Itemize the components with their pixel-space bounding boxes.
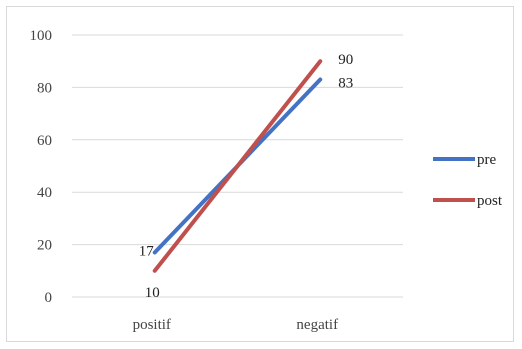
data-label-pre: 83 bbox=[338, 76, 353, 92]
y-tick-label: 0 bbox=[45, 290, 53, 306]
legend-label-post: post bbox=[477, 193, 503, 209]
data-label-post: 10 bbox=[145, 285, 160, 301]
series-lines bbox=[152, 59, 323, 273]
chart-frame bbox=[6, 6, 514, 342]
x-tick-label: positif bbox=[133, 317, 171, 333]
legend: pre post bbox=[433, 152, 503, 209]
y-axis-ticks: 0 20 40 60 80 100 bbox=[30, 28, 53, 306]
series-line-post bbox=[152, 59, 323, 273]
x-axis-ticks: positif negatif bbox=[133, 317, 339, 333]
data-label-pre: 17 bbox=[139, 243, 155, 259]
y-tick-label: 60 bbox=[37, 133, 52, 149]
y-tick-label: 20 bbox=[37, 238, 52, 254]
data-labels: 17 83 10 90 bbox=[139, 52, 354, 301]
x-tick-label: negatif bbox=[296, 317, 338, 333]
legend-label-pre: pre bbox=[477, 152, 496, 168]
y-tick-label: 100 bbox=[30, 28, 53, 44]
y-tick-label: 40 bbox=[37, 185, 52, 201]
data-label-post: 90 bbox=[338, 52, 353, 68]
y-tick-label: 80 bbox=[37, 80, 52, 96]
gridlines bbox=[72, 34, 403, 298]
